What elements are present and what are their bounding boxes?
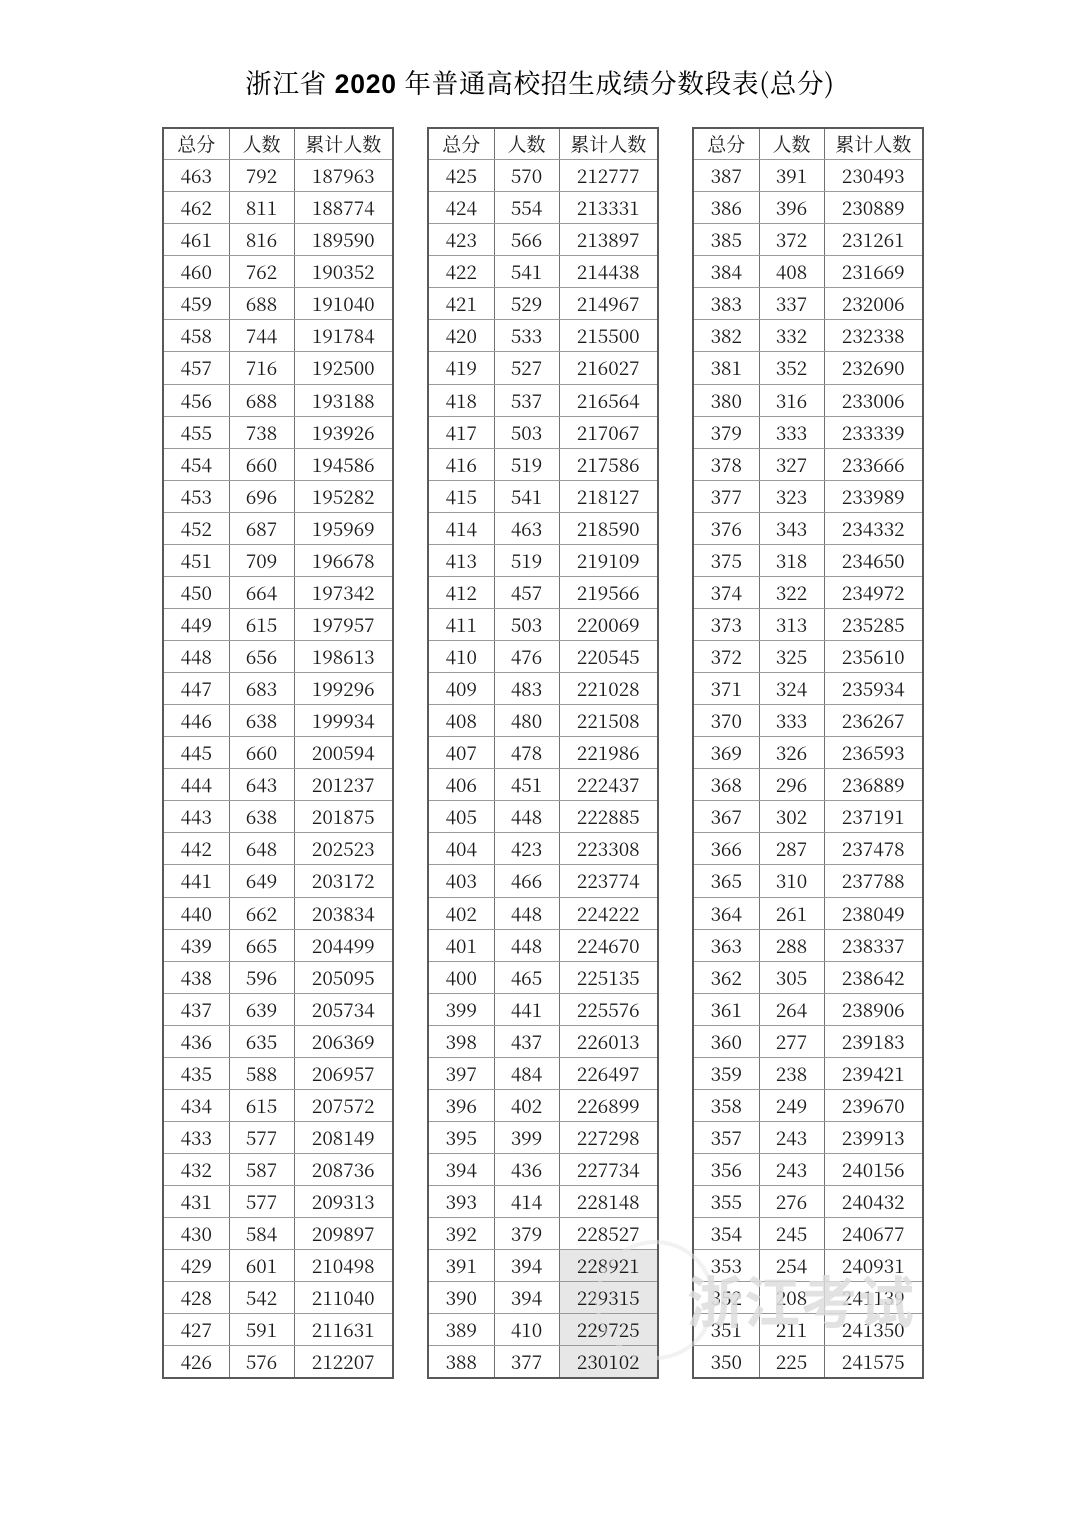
svg-text:浙江考试: 浙江考试	[687, 1259, 915, 1340]
